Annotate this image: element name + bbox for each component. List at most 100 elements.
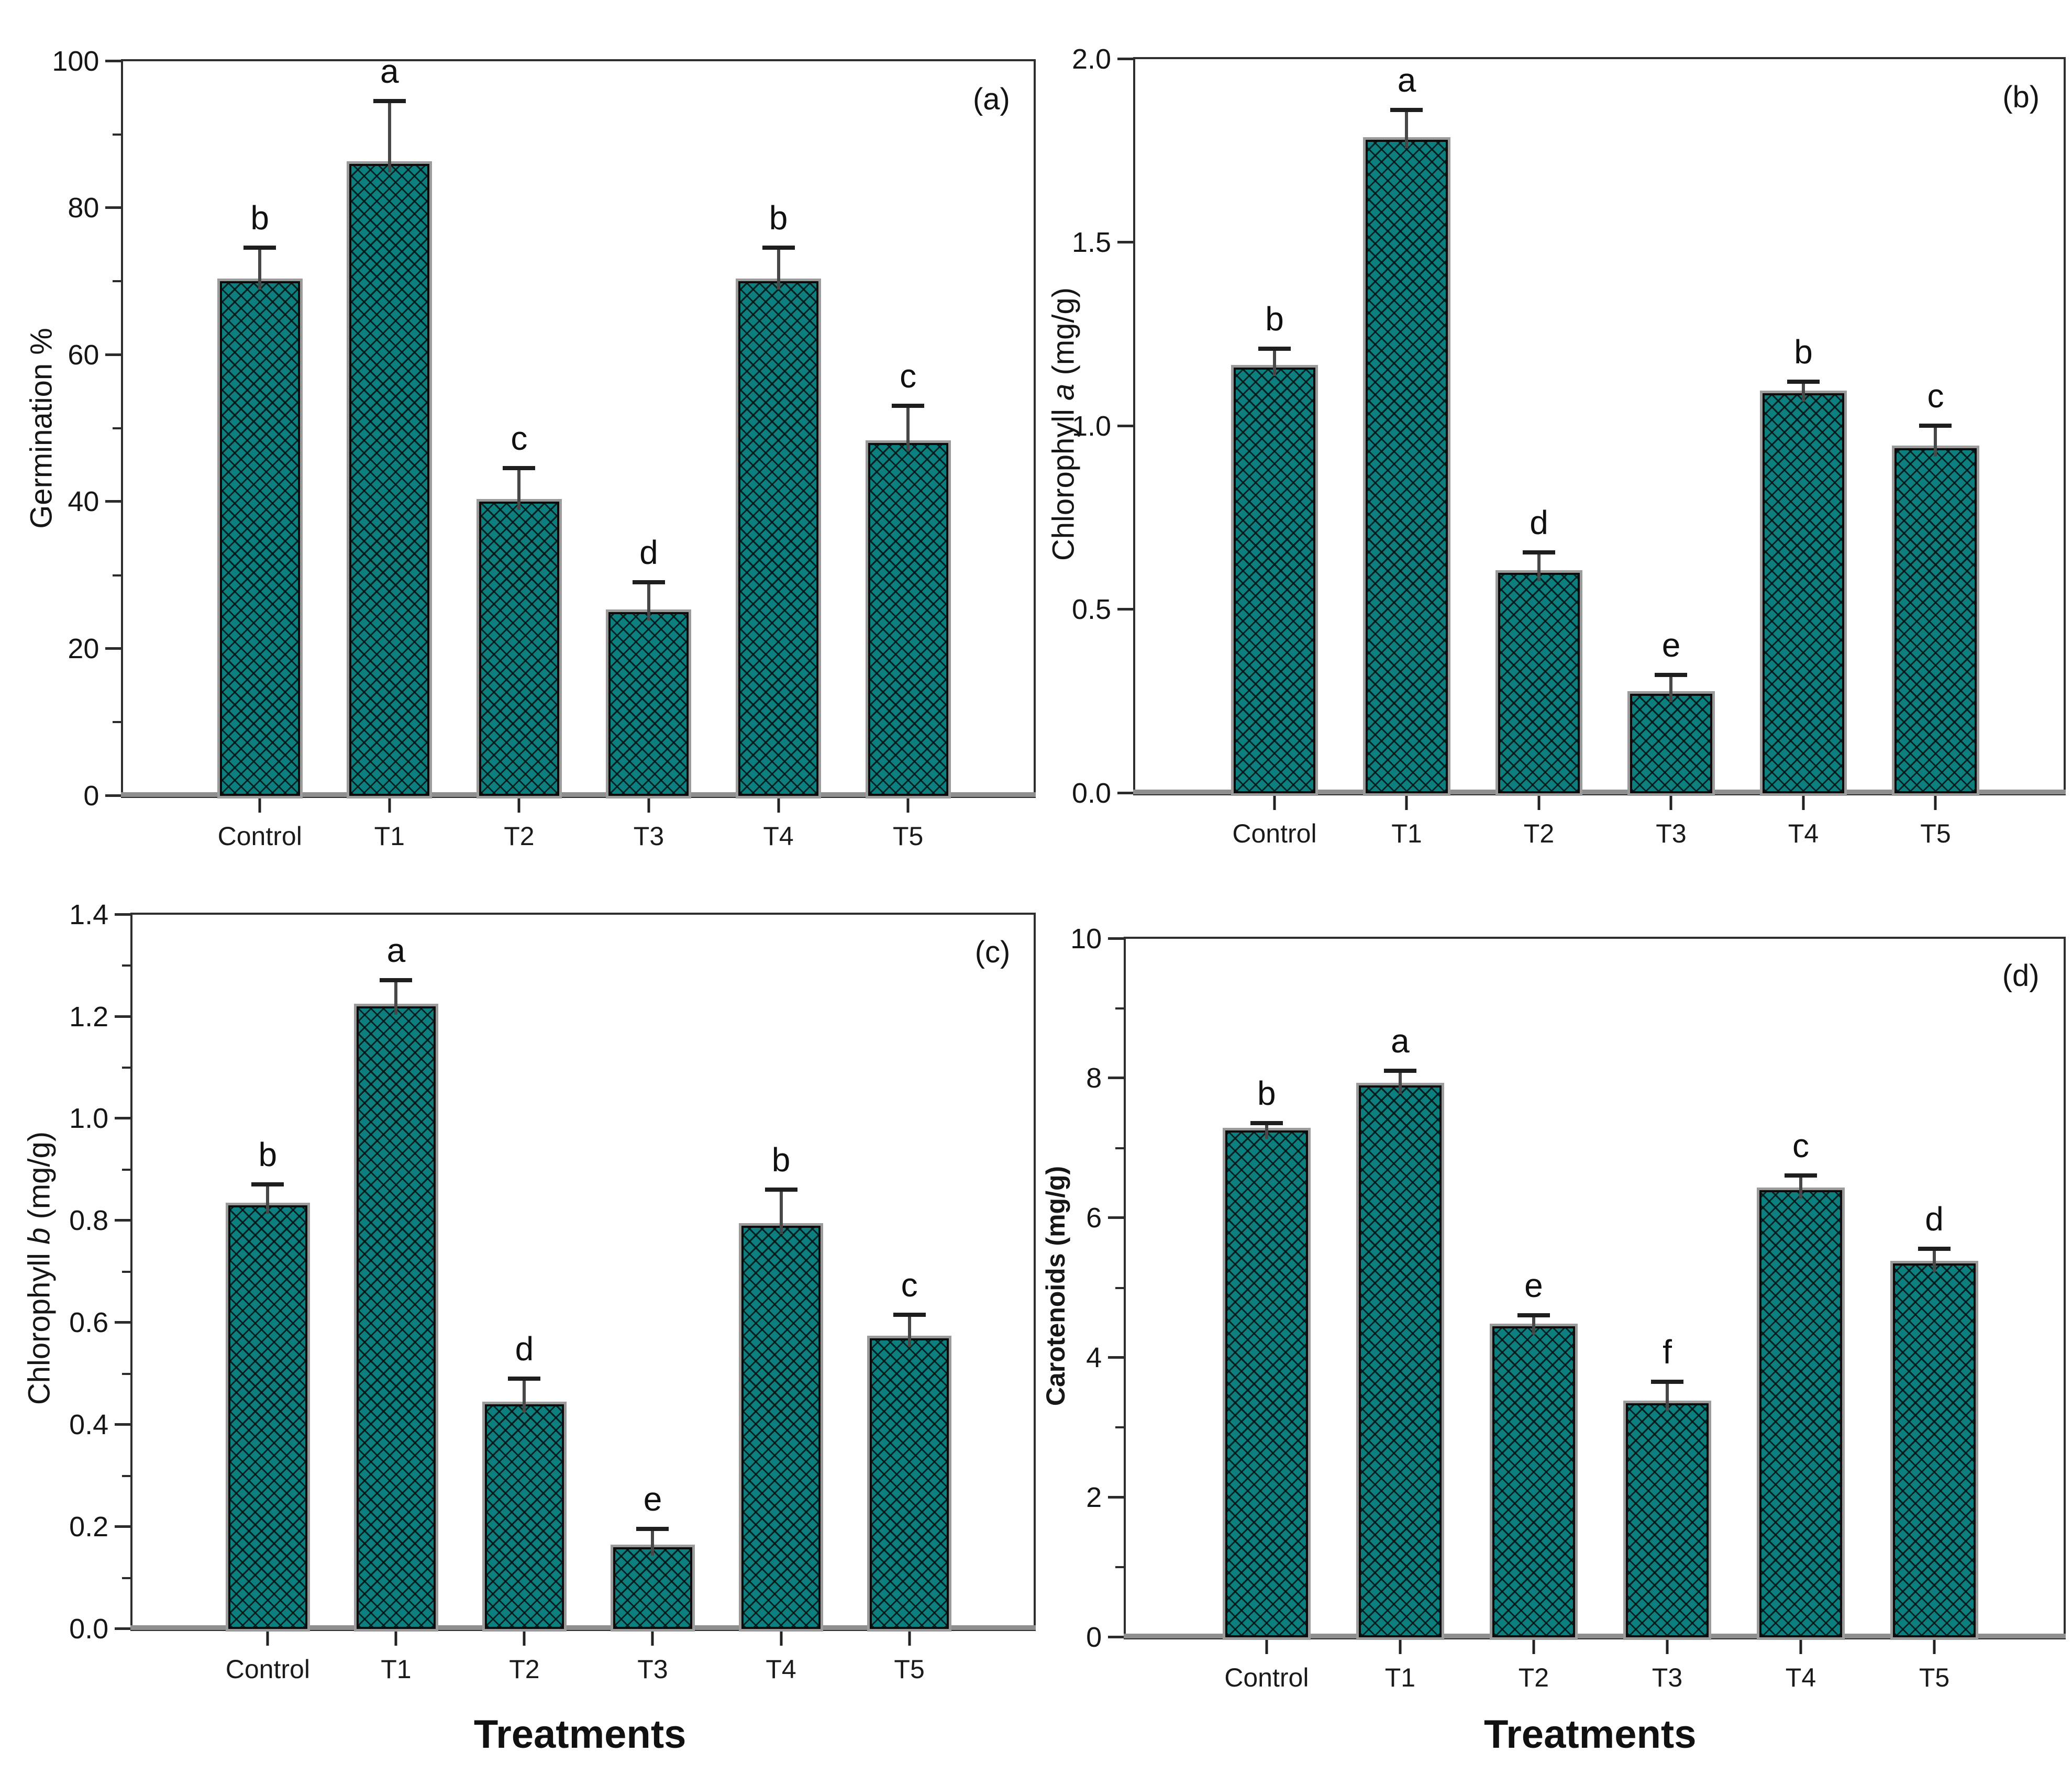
y-major-tick [1117, 608, 1134, 611]
y-minor-tick [1115, 1426, 1124, 1429]
significance-letter: d [1925, 1200, 1944, 1238]
plot-area: (a) 0 20 40 60 80 100 b Control a T1 c T2 d T3 b T4 c T5 [52, 47, 1036, 849]
panel-letter: (d) [2002, 958, 2040, 993]
error-bar-stem [1933, 1249, 1936, 1272]
y-tick-label: 100 [52, 45, 99, 77]
error-bar-stem [387, 101, 391, 172]
error-bar-stem [647, 582, 650, 620]
significance-letter: a [1397, 61, 1416, 99]
significance-letter: b [769, 199, 788, 237]
significance-letter: c [1792, 1127, 1809, 1165]
x-tick [1799, 1639, 1802, 1654]
significance-letter: a [380, 52, 399, 90]
x-tick [258, 797, 261, 813]
error-bar-cap [1919, 423, 1952, 428]
y-major-tick [1117, 58, 1134, 61]
significance-letter: c [901, 1266, 918, 1304]
error-bar-cap [636, 1527, 669, 1532]
x-tick [1666, 1639, 1669, 1654]
y-minor-tick [113, 133, 121, 136]
bar-t5 [867, 1335, 952, 1632]
y-major-tick [1117, 241, 1134, 244]
significance-letter: b [250, 199, 270, 237]
error-bar-cap [1250, 1121, 1283, 1126]
error-bar-stem [1532, 1316, 1535, 1335]
y-axis-title-segment: b [22, 1227, 57, 1245]
significance-letter: c [1927, 376, 1944, 415]
error-bar-stem [394, 981, 398, 1015]
plot-area: (c) 0.0 0.2 0.4 0.6 0.8 1.0 1.2 1.4 b Control a T1 d… [69, 901, 1036, 1682]
y-major-tick [1108, 1495, 1124, 1499]
x-tick [266, 1631, 269, 1646]
x-tick [517, 797, 520, 813]
bar-t4 [1759, 390, 1847, 796]
x-tick-label: T3 [1656, 818, 1687, 848]
significance-letter: b [1265, 299, 1284, 338]
x-tick-label: T2 [1523, 818, 1555, 848]
panel-d: Carotenoids (mg/g) (d) 0 2 4 6 8 10 b Control a T… [1036, 893, 2072, 1786]
error-bar-cap [1784, 1173, 1817, 1178]
error-bar-cap [1258, 346, 1291, 351]
bar-t3 [1627, 691, 1715, 796]
y-minor-tick [122, 1474, 131, 1477]
error-bar-cap [1383, 1069, 1416, 1073]
x-tick [647, 797, 650, 813]
panel-b: Chlorophyll a (mg/g) (b) 0.0 0.5 1.0 1.5 2.0… [1036, 0, 2072, 893]
y-major-tick [105, 353, 121, 356]
y-major-tick [1108, 1077, 1124, 1080]
x-tick [1273, 795, 1276, 810]
x-tick-label: Control [217, 821, 302, 851]
error-bar-stem [517, 469, 521, 511]
bar-t3 [610, 1545, 695, 1632]
y-major-tick [115, 1219, 131, 1222]
x-tick-label: T3 [1652, 1662, 1683, 1692]
y-axis-title-segment: (mg/g) [22, 1131, 57, 1228]
significance-letter: d [639, 533, 658, 571]
x-tick [651, 1631, 654, 1646]
bar-control [217, 279, 303, 798]
bar-t4 [736, 279, 822, 798]
x-tick-label: T5 [1920, 818, 1951, 848]
y-axis-title-segment: Chlorophyll [1046, 400, 1081, 561]
y-major-tick [105, 59, 121, 62]
x-tick [1405, 795, 1408, 810]
significance-letter: c [900, 357, 917, 395]
x-tick-label: T3 [633, 821, 664, 851]
y-minor-tick [122, 1270, 131, 1273]
significance-letter: d [1530, 503, 1548, 541]
x-tick [1669, 795, 1672, 810]
bar-t1 [353, 1004, 439, 1632]
y-axis-title: Chlorophyll a (mg/g) [1046, 287, 1081, 561]
x-tick [1934, 795, 1937, 810]
bar-t1 [1363, 137, 1450, 796]
error-bar-stem [258, 248, 262, 290]
y-tick-label: 80 [68, 192, 99, 224]
y-minor-tick [122, 1372, 131, 1375]
error-bar-cap [893, 1312, 926, 1317]
error-bar-stem [1665, 1382, 1669, 1412]
bar-t2 [482, 1402, 567, 1632]
x-tick-label: Control [1224, 1662, 1309, 1692]
y-axis-title: Germination % [24, 328, 59, 529]
y-tick-label: 20 [68, 633, 99, 665]
y-tick-label: 0.5 [1071, 594, 1112, 626]
y-major-tick [115, 1423, 131, 1426]
y-major-tick [115, 1321, 131, 1324]
y-major-tick [105, 206, 121, 209]
x-tick [906, 797, 910, 813]
x-axis-title: Treatments [1484, 1712, 1697, 1757]
y-tick-label: 0.6 [69, 1307, 109, 1339]
x-tick-label: T2 [509, 1655, 540, 1684]
error-bar-stem [523, 1379, 526, 1413]
y-tick-label: 60 [68, 339, 99, 371]
significance-letter: b [1257, 1074, 1276, 1113]
error-bar-cap [1787, 379, 1820, 384]
x-tick-label: T4 [1788, 818, 1819, 848]
y-minor-tick [1115, 1147, 1124, 1149]
error-bar-stem [1801, 382, 1805, 402]
x-tick-label: T5 [1919, 1662, 1950, 1692]
y-tick-label: 8 [1086, 1062, 1102, 1094]
error-bar-cap [632, 580, 665, 584]
x-axis-title: Treatments [473, 1712, 686, 1757]
significance-letter: d [515, 1329, 534, 1368]
